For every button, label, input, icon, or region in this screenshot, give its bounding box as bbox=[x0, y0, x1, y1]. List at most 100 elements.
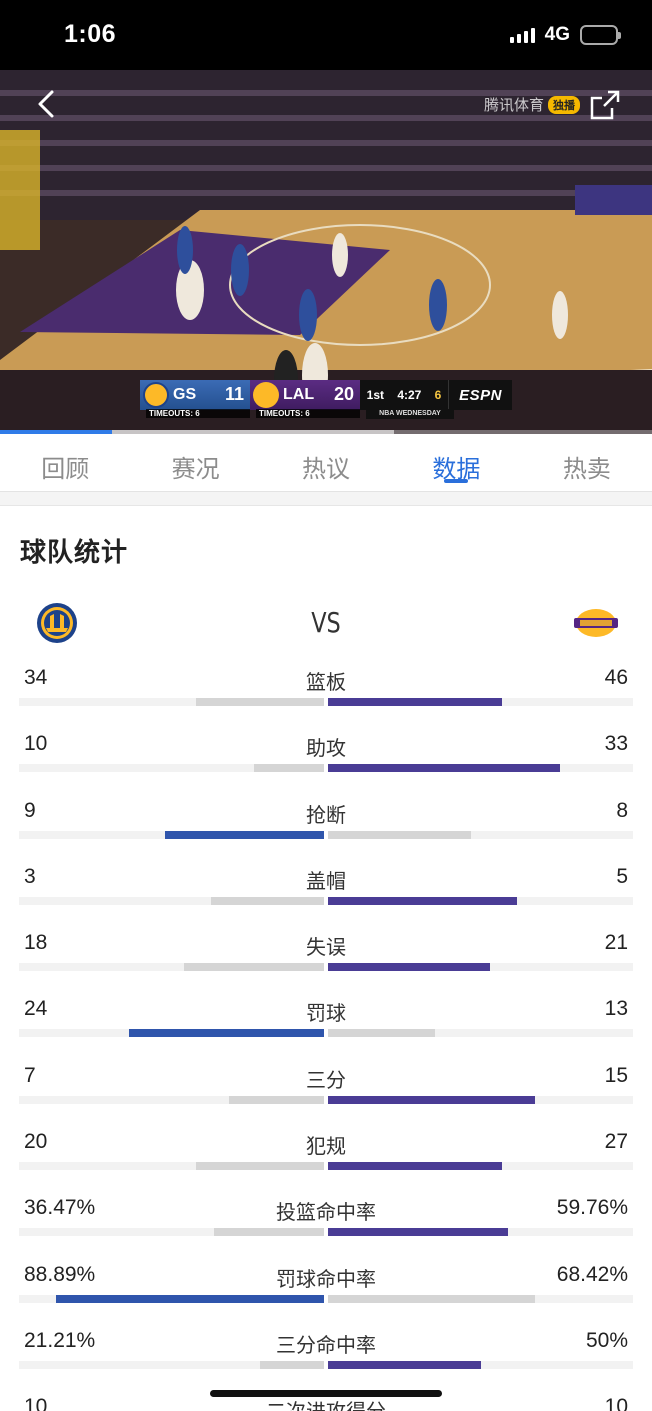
stat-right-value: 21 bbox=[604, 931, 628, 955]
stat-track-right bbox=[328, 1162, 633, 1171]
stat-left-value: 20 bbox=[24, 1130, 48, 1154]
stat-row: 36.47% 投篮命中率 59.76% bbox=[0, 1192, 652, 1258]
stat-left-value: 9 bbox=[24, 798, 36, 822]
stat-label: 犯规 bbox=[306, 1136, 346, 1159]
status-indicators: 4G bbox=[509, 24, 621, 46]
stat-bar-left bbox=[254, 764, 324, 773]
network-type: 4G bbox=[544, 24, 570, 45]
stat-right-value: 15 bbox=[604, 1063, 628, 1087]
stat-label: 盖帽 bbox=[306, 870, 346, 893]
tab-shop[interactable]: 热卖 bbox=[562, 456, 611, 483]
stat-right-value: 27 bbox=[604, 1130, 628, 1154]
stat-label: 篮板 bbox=[306, 672, 346, 694]
stat-left-value: 34 bbox=[24, 666, 48, 689]
stat-right-value: 10 bbox=[604, 1395, 628, 1411]
stat-right-value: 50% bbox=[585, 1328, 628, 1352]
warriors-mini-logo bbox=[143, 382, 169, 408]
stat-label: 二次进攻得分 bbox=[0, 1395, 652, 1411]
stat-right-value: 33 bbox=[604, 732, 628, 756]
stat-bar-left bbox=[260, 1360, 324, 1369]
battery-icon bbox=[580, 25, 621, 45]
stat-row: 20 犯规 27 bbox=[0, 1126, 652, 1192]
broadcaster-name: 腾讯体育 bbox=[483, 97, 544, 114]
lakers-logo bbox=[574, 609, 618, 637]
stat-track-right bbox=[328, 1029, 633, 1038]
progress-played bbox=[0, 430, 112, 434]
stat-right-value: 5 bbox=[616, 864, 628, 888]
video-progress-bar[interactable] bbox=[0, 430, 652, 434]
stat-row: 7 三分 15 bbox=[0, 1060, 652, 1126]
home-score: 20 bbox=[333, 384, 354, 404]
scorebug: GS 11 TIMEOUTS: 6 LAL 20 TIMEOUTS: 6 1st… bbox=[140, 380, 512, 419]
stat-row: 88.89% 罚球命中率 68.42% bbox=[0, 1259, 652, 1325]
away-score: 11 bbox=[224, 384, 244, 404]
stat-bar-right bbox=[328, 963, 490, 972]
stat-bar-left bbox=[214, 1228, 324, 1237]
stat-label: 抢断 bbox=[306, 804, 346, 827]
scorebug-home: LAL 20 TIMEOUTS: 6 bbox=[250, 380, 360, 418]
stat-row: 9 抢断 8 bbox=[0, 795, 652, 861]
stat-left-value: 18 bbox=[24, 931, 48, 955]
stat-track-right bbox=[328, 1228, 633, 1237]
stat-track-left bbox=[19, 1294, 324, 1303]
stat-right-value: 68.42% bbox=[556, 1262, 628, 1286]
share-icon[interactable] bbox=[588, 88, 622, 122]
away-timeouts: TIMEOUTS: 6 bbox=[146, 409, 250, 418]
home-indicator[interactable] bbox=[210, 1390, 442, 1397]
stat-bar-left bbox=[184, 963, 324, 972]
stat-track-right bbox=[328, 963, 633, 972]
stat-bar-left bbox=[56, 1294, 324, 1303]
stat-right-value: 8 bbox=[616, 798, 628, 822]
vs-label: VS bbox=[311, 606, 341, 639]
stat-bar-right bbox=[328, 1360, 481, 1369]
stat-row: 3 盖帽 5 bbox=[0, 861, 652, 927]
period: 1st bbox=[366, 388, 384, 402]
stat-track-right bbox=[328, 1294, 633, 1303]
stat-row: 18 失误 21 bbox=[0, 927, 652, 993]
team-stats-list: 34 篮板 46 10 助攻 33 9 抢断 8 3 盖帽 5 18 失误 21 24 罚球 13 7 三分 15 20 犯… bbox=[0, 662, 652, 1411]
stat-row: 10 助攻 33 bbox=[0, 728, 652, 794]
stat-track-left bbox=[19, 1095, 324, 1104]
tab-bar: 回顾 赛况 热议 数据 热卖 bbox=[0, 434, 652, 492]
tab-review[interactable]: 回顾 bbox=[41, 456, 90, 483]
stat-track-right bbox=[328, 1095, 633, 1104]
stat-left-value: 7 bbox=[24, 1063, 36, 1087]
stat-label: 三分命中率 bbox=[276, 1334, 376, 1357]
stat-bar-right bbox=[328, 1029, 435, 1038]
stat-bar-left bbox=[229, 1095, 324, 1104]
stat-track-right bbox=[328, 764, 633, 773]
status-time: 1:06 bbox=[64, 20, 117, 48]
section-title: 球队统计 bbox=[20, 537, 129, 567]
tab-discussion[interactable]: 热议 bbox=[302, 456, 351, 483]
stat-left-value: 88.89% bbox=[24, 1262, 96, 1286]
tab-live[interactable]: 赛况 bbox=[171, 456, 220, 483]
stat-right-value: 46 bbox=[604, 666, 628, 689]
stat-bar-left bbox=[211, 896, 324, 905]
tab-stats[interactable]: 数据 bbox=[391, 434, 521, 491]
stat-bar-left bbox=[196, 1162, 324, 1171]
scorebug-away: GS 11 TIMEOUTS: 6 bbox=[140, 380, 250, 418]
stat-label: 罚球命中率 bbox=[276, 1268, 376, 1291]
stat-left-value: 10 bbox=[24, 1395, 48, 1411]
matchup-header: VS bbox=[0, 596, 652, 656]
stat-track-left bbox=[19, 896, 324, 905]
stat-left-value: 3 bbox=[24, 864, 36, 888]
stat-label: 助攻 bbox=[306, 738, 346, 761]
stat-bar-right bbox=[328, 764, 560, 773]
stat-track-right bbox=[328, 896, 633, 905]
stat-track-left bbox=[19, 1228, 324, 1237]
progress-buffered bbox=[112, 430, 394, 434]
signal-icon bbox=[509, 27, 535, 43]
shot-clock: 6 bbox=[434, 388, 442, 402]
stat-bar-left bbox=[129, 1029, 324, 1038]
back-icon[interactable] bbox=[28, 84, 68, 124]
section-divider bbox=[0, 492, 652, 506]
stat-bar-right bbox=[328, 1095, 535, 1104]
exclusive-badge: 独播 bbox=[548, 95, 580, 114]
stat-bar-right bbox=[328, 896, 517, 905]
video-player[interactable]: 腾讯体育 独播 GS 11 TIMEOUTS: 6 LAL 20 TIMEOUT… bbox=[0, 70, 652, 434]
stat-track-right bbox=[328, 1360, 633, 1369]
stat-row: 34 篮板 46 bbox=[0, 662, 652, 728]
stat-label: 罚球 bbox=[306, 1003, 346, 1026]
broadcast-subtitle: NBA WEDNESDAY bbox=[366, 409, 454, 419]
